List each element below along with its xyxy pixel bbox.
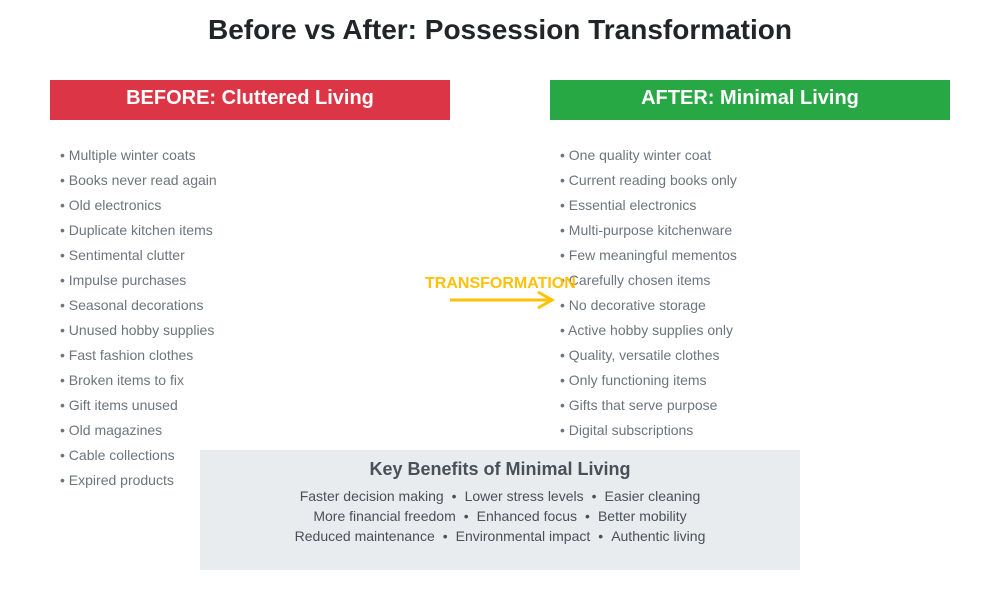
benefits-row: Faster decision making • Lower stress leve… (200, 486, 800, 506)
benefit-item: Lower stress levels (464, 488, 584, 504)
before-list-item: Unused hobby supplies (60, 318, 217, 343)
benefit-item: Reduced maintenance (294, 528, 435, 544)
after-list-item: Multi-purpose kitchenware (560, 218, 737, 243)
bullet-separator: • (451, 488, 457, 504)
bullet-separator: • (598, 528, 604, 544)
benefit-item: Environmental impact (455, 528, 591, 544)
after-list: One quality winter coatCurrent reading b… (560, 143, 737, 443)
before-list-item: Old magazines (60, 418, 217, 443)
after-list-item: Gifts that serve purpose (560, 393, 737, 418)
after-header: AFTER: Minimal Living (550, 80, 950, 120)
benefits-row: Reduced maintenance • Environmental impact… (200, 526, 800, 546)
benefit-item: Authentic living (611, 528, 706, 544)
transformation-label: TRANSFORMATION (425, 275, 576, 292)
before-list-item: Broken items to fix (60, 368, 217, 393)
benefit-item: Enhanced focus (476, 508, 578, 524)
before-list-item: Impulse purchases (60, 268, 217, 293)
before-list-item: Books never read again (60, 168, 217, 193)
bullet-separator: • (585, 508, 590, 524)
after-list-item: Digital subscriptions (560, 418, 737, 443)
before-list-item: Cable collections (60, 443, 217, 468)
benefits-rows: Faster decision making • Lower stress leve… (200, 486, 800, 546)
bullet-separator: • (591, 488, 597, 504)
before-list-item: Seasonal decorations (60, 293, 217, 318)
before-header: BEFORE: Cluttered Living (50, 80, 450, 120)
before-list-item: Multiple winter coats (60, 143, 217, 168)
arrow-right-icon (450, 290, 556, 310)
after-list-item: Only functioning items (560, 368, 737, 393)
after-list-item: Current reading books only (560, 168, 737, 193)
before-list-item: Sentimental clutter (60, 243, 217, 268)
bullet-separator: • (463, 508, 469, 524)
after-list-item: One quality winter coat (560, 143, 737, 168)
benefit-item: More financial freedom (313, 508, 456, 524)
before-list-item: Fast fashion clothes (60, 343, 217, 368)
after-list-item: Few meaningful mementos (560, 243, 737, 268)
benefits-row: More financial freedom • Enhanced focus • Be… (200, 506, 800, 526)
benefit-item: Easier cleaning (604, 488, 701, 504)
before-list-item: Duplicate kitchen items (60, 218, 217, 243)
benefits-panel: Key Benefits of Minimal Living Faster de… (200, 450, 800, 570)
page-title: Before vs After: Possession Transformati… (207, 14, 792, 45)
before-list-item: Gift items unused (60, 393, 217, 418)
after-list-item: Quality, versatile clothes (560, 343, 737, 368)
benefits-title: Key Benefits of Minimal Living (369, 459, 631, 479)
before-list-item: Old electronics (60, 193, 217, 218)
after-list-item: No decorative storage (560, 293, 737, 318)
before-list-item: Expired products (60, 468, 217, 493)
benefit-item: Better mobility (597, 508, 687, 524)
bullet-separator: • (442, 528, 448, 544)
before-list: Multiple winter coatsBooks never read ag… (60, 143, 217, 493)
benefit-item: Faster decision making (299, 488, 444, 504)
after-list-item: Carefully chosen items (560, 268, 737, 293)
after-list-item: Active hobby supplies only (560, 318, 737, 343)
after-list-item: Essential electronics (560, 193, 737, 218)
